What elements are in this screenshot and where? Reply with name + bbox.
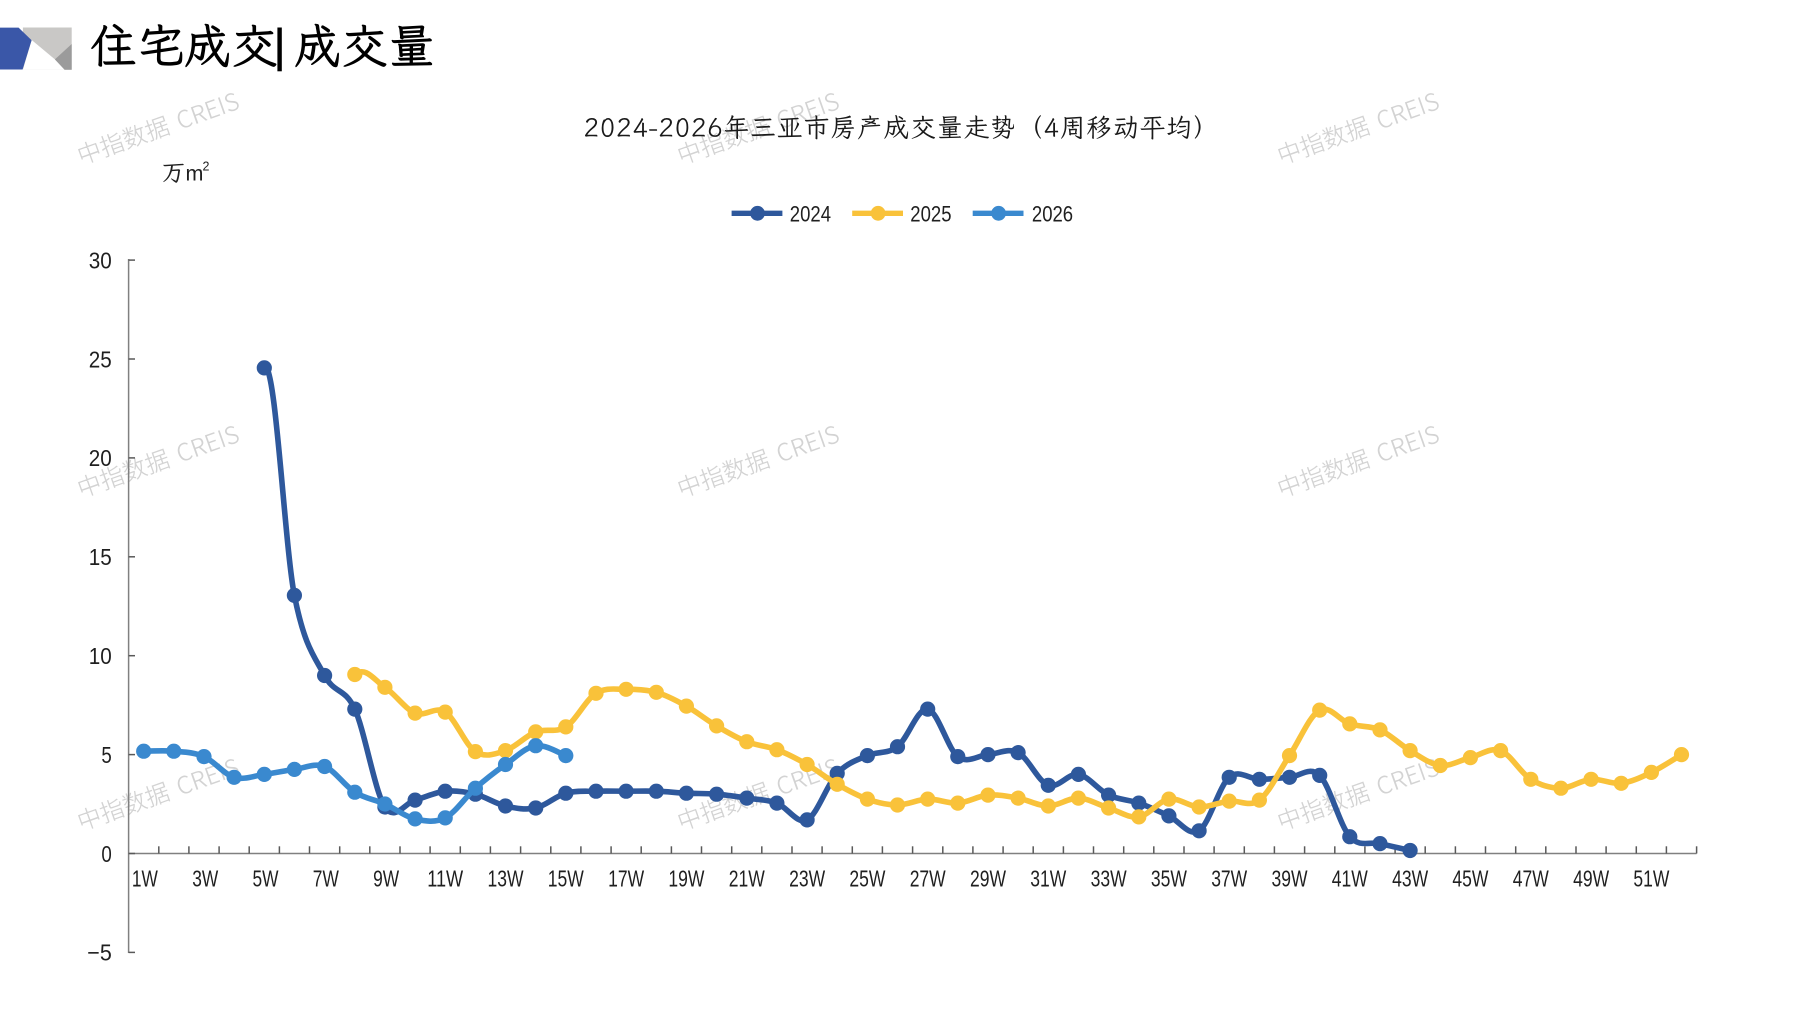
svg-text:21W: 21W [729,866,765,892]
svg-text:2024: 2024 [790,202,831,227]
svg-text:13W: 13W [488,866,524,892]
svg-text:49W: 49W [1573,866,1609,892]
svg-text:15: 15 [89,544,112,570]
svg-text:20: 20 [89,445,112,471]
svg-text:51W: 51W [1633,866,1669,892]
svg-text:11W: 11W [427,866,463,892]
svg-text:5W: 5W [253,866,279,892]
svg-text:15W: 15W [548,866,584,892]
svg-text:9W: 9W [373,866,399,892]
svg-text:43W: 43W [1392,866,1428,892]
svg-text:10: 10 [89,643,112,669]
svg-text:27W: 27W [910,866,946,892]
svg-text:47W: 47W [1513,866,1549,892]
svg-text:25W: 25W [849,866,885,892]
svg-text:17W: 17W [608,866,644,892]
svg-text:33W: 33W [1091,866,1127,892]
svg-text:7W: 7W [313,866,339,892]
svg-text:3W: 3W [192,866,218,892]
svg-text:1W: 1W [132,866,158,892]
svg-text:m: m [186,162,204,186]
svg-text:35W: 35W [1151,866,1187,892]
svg-text:23W: 23W [789,866,825,892]
svg-text:37W: 37W [1211,866,1247,892]
svg-text:30: 30 [89,247,112,273]
svg-text:0: 0 [101,841,111,867]
svg-text:2025: 2025 [910,202,951,227]
svg-text:39W: 39W [1272,866,1308,892]
svg-text:2026: 2026 [1032,202,1073,227]
svg-text:31W: 31W [1030,866,1066,892]
svg-text:29W: 29W [970,866,1006,892]
svg-text:19W: 19W [668,866,704,892]
svg-text:−5: −5 [87,940,112,966]
svg-text:41W: 41W [1332,866,1368,892]
svg-text:2: 2 [203,160,210,174]
svg-text:25: 25 [89,346,112,372]
svg-text:45W: 45W [1452,866,1488,892]
svg-text:5: 5 [101,742,111,768]
